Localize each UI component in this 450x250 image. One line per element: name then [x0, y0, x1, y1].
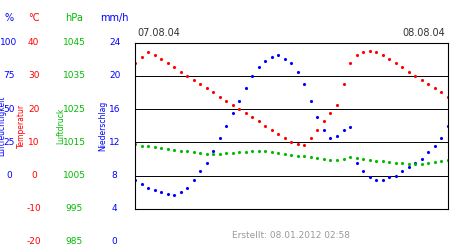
Text: 1005: 1005	[63, 171, 86, 180]
Text: 1015: 1015	[63, 138, 86, 147]
Text: 985: 985	[66, 238, 83, 246]
Text: 995: 995	[66, 204, 83, 213]
Text: 50: 50	[3, 104, 15, 114]
Text: Niederschlag: Niederschlag	[98, 100, 107, 151]
Text: 30: 30	[28, 71, 40, 80]
Text: 08.08.04: 08.08.04	[403, 28, 446, 38]
Text: 0: 0	[31, 171, 36, 180]
Text: Temperatur: Temperatur	[17, 104, 26, 148]
Text: 07.08.04: 07.08.04	[137, 28, 180, 38]
Text: 1045: 1045	[63, 38, 86, 47]
Text: 20: 20	[28, 104, 40, 114]
Text: °C: °C	[28, 12, 40, 22]
Text: 75: 75	[3, 71, 15, 80]
Text: 100: 100	[0, 38, 18, 47]
Text: 24: 24	[109, 38, 121, 47]
Text: 0: 0	[112, 238, 117, 246]
Text: -20: -20	[27, 238, 41, 246]
Text: %: %	[4, 12, 13, 22]
Text: Luftfeuchtigkeit: Luftfeuchtigkeit	[0, 95, 6, 156]
Text: 12: 12	[109, 138, 121, 147]
Text: mm/h: mm/h	[100, 12, 129, 22]
Text: -10: -10	[27, 204, 41, 213]
Text: Erstellt: 08.01.2012 02:58: Erstellt: 08.01.2012 02:58	[232, 231, 351, 240]
Text: 1025: 1025	[63, 104, 86, 114]
Text: 25: 25	[3, 138, 15, 147]
Text: 20: 20	[109, 71, 121, 80]
Text: 4: 4	[112, 204, 117, 213]
Text: 40: 40	[28, 38, 40, 47]
Text: Luftdruck: Luftdruck	[56, 108, 65, 144]
Text: 16: 16	[109, 104, 121, 114]
Text: 1035: 1035	[63, 71, 86, 80]
Text: 10: 10	[28, 138, 40, 147]
Text: 0: 0	[6, 171, 12, 180]
Text: hPa: hPa	[65, 12, 83, 22]
Text: 8: 8	[112, 171, 117, 180]
